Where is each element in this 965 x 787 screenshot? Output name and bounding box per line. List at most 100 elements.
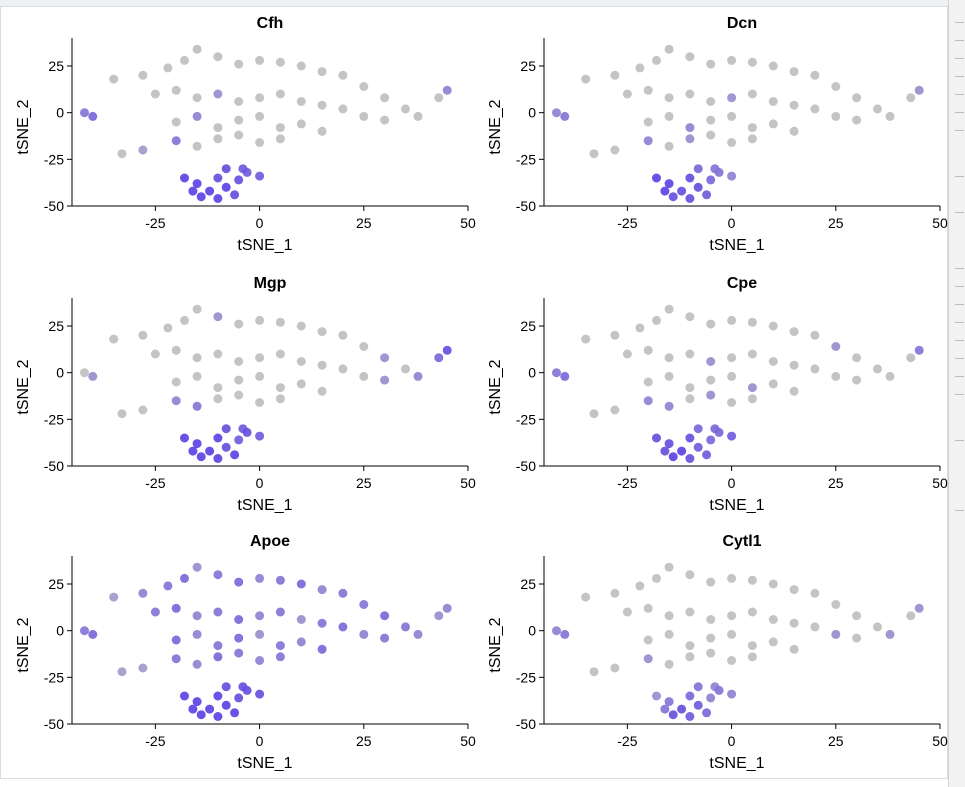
cell-point	[338, 70, 348, 80]
cell-point	[230, 708, 240, 718]
cell-point	[138, 588, 148, 598]
cell-point	[255, 398, 265, 407]
cell-point	[255, 656, 265, 665]
y-tick-label: -50	[44, 458, 64, 474]
cell-point	[885, 371, 895, 381]
x-tick-label: 0	[728, 215, 736, 231]
cell-point	[171, 136, 181, 146]
x-axis-label: tSNE_1	[709, 237, 764, 254]
x-tick-label: 25	[828, 733, 844, 749]
cell-point	[914, 85, 924, 95]
cell-point	[685, 641, 695, 651]
y-tick-label: 25	[48, 318, 64, 334]
cell-point	[702, 708, 712, 718]
cell-point	[852, 633, 862, 643]
cell-point	[906, 353, 916, 363]
x-tick-label: 25	[828, 475, 844, 491]
cell-point	[234, 357, 244, 366]
cell-point	[275, 349, 285, 359]
y-tick-label: 0	[56, 623, 64, 639]
cell-point	[359, 82, 369, 91]
cell-point	[589, 667, 599, 677]
cell-point	[213, 641, 223, 651]
cell-point	[789, 360, 799, 370]
cell-point	[664, 611, 674, 621]
cell-point	[221, 424, 231, 434]
cell-point	[234, 97, 244, 106]
cell-point	[643, 85, 653, 95]
cell-point	[789, 100, 799, 110]
cell-point	[789, 386, 799, 396]
cell-point	[693, 164, 703, 174]
x-tick-label: 0	[256, 215, 264, 231]
cell-point	[664, 111, 674, 121]
cell-point	[664, 179, 674, 189]
cell-point	[702, 450, 712, 460]
cell-point	[213, 433, 223, 443]
cell-point	[205, 704, 215, 714]
cell-point	[810, 330, 820, 340]
cell-point	[380, 93, 390, 103]
cell-point	[664, 439, 674, 449]
cell-point	[88, 111, 98, 121]
cell-point	[117, 149, 127, 159]
cell-point	[221, 682, 231, 692]
cell-point	[317, 327, 327, 337]
x-tick-label: 25	[356, 475, 372, 491]
feature-panel-cytl1: Cytl1 -25 0 25 50 25 0 -25 -50 tSNE_1 tSNE_2	[487, 533, 948, 772]
cell-point	[359, 371, 369, 381]
cell-point	[660, 704, 670, 714]
cell-point	[163, 323, 173, 333]
cell-point	[685, 52, 695, 62]
panel-edge-tick	[955, 286, 964, 287]
y-tick-label: -50	[516, 198, 536, 214]
panel-edge-tick	[955, 22, 964, 23]
cell-point	[213, 312, 223, 322]
cell-point	[275, 394, 285, 404]
x-tick-label: -25	[617, 215, 637, 231]
cell-point	[238, 682, 248, 692]
cell-point	[413, 371, 423, 381]
cell-point	[221, 182, 231, 192]
cell-point	[885, 629, 895, 639]
cell-point	[664, 353, 674, 363]
x-tick-label: 0	[256, 475, 264, 491]
x-axis-label: tSNE_1	[237, 755, 292, 772]
cell-point	[255, 371, 265, 381]
cell-point	[664, 304, 674, 314]
cell-point	[677, 186, 687, 196]
cell-point	[234, 130, 244, 140]
cell-point	[359, 342, 369, 351]
cell-point	[664, 401, 674, 411]
cell-point	[706, 97, 716, 106]
cell-point	[727, 315, 737, 325]
panel-edge-tick	[955, 112, 964, 113]
cell-point	[359, 629, 369, 639]
cell-point	[275, 123, 285, 133]
cell-point	[747, 89, 757, 99]
cell-point	[275, 607, 285, 617]
cell-point	[906, 611, 916, 621]
panel-title: Cfh	[257, 15, 284, 32]
cell-point	[710, 424, 720, 434]
cell-point	[635, 323, 645, 333]
cell-point	[768, 61, 778, 71]
cell-point	[552, 108, 561, 118]
cell-point	[693, 700, 703, 710]
cell-point	[213, 123, 223, 133]
panel-edge-tick	[955, 376, 964, 377]
cell-point	[442, 85, 452, 95]
cell-point	[581, 334, 591, 344]
cell-point	[873, 104, 882, 114]
cell-point	[664, 93, 674, 103]
cell-point	[205, 446, 215, 456]
cell-point	[296, 379, 306, 389]
cell-point	[138, 330, 148, 340]
cell-point	[192, 111, 202, 121]
cell-point	[234, 319, 244, 329]
side-panel-edge	[948, 0, 965, 787]
cell-point	[706, 693, 716, 703]
cell-point	[275, 575, 285, 585]
cell-point	[768, 97, 778, 106]
cell-point	[789, 67, 799, 77]
